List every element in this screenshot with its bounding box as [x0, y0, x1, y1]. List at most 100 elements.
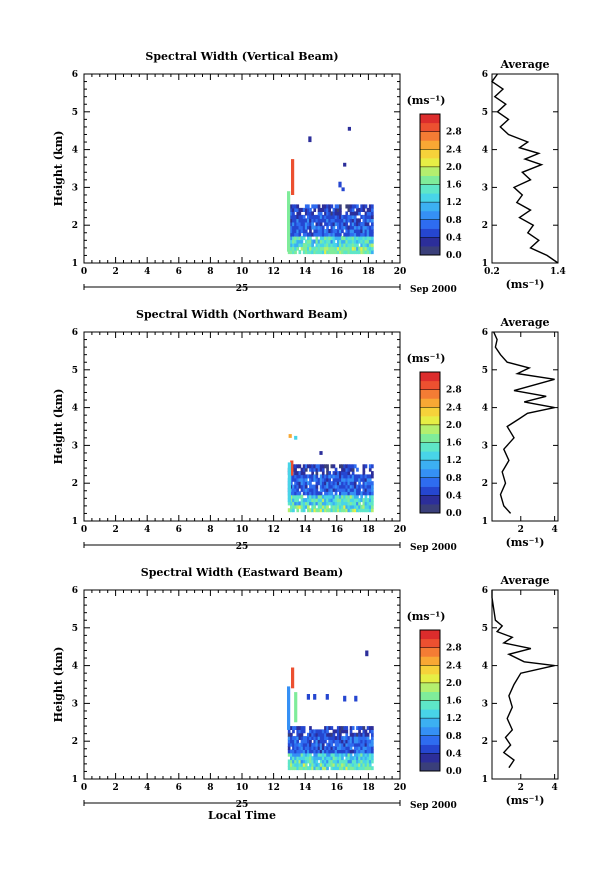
heatmap-cell — [321, 749, 325, 754]
heatmap-cell — [356, 246, 359, 251]
heatmap-cell — [321, 481, 325, 486]
x-tick-label: 12 — [267, 525, 280, 535]
heatmap-cell — [362, 239, 366, 244]
heatmap-cell — [300, 487, 304, 492]
heatmap-cell — [334, 236, 338, 241]
y-tick-label: 6 — [72, 70, 78, 80]
heatmap-cell — [356, 736, 359, 740]
heatmap-cell — [302, 243, 306, 248]
heatmap-cell — [307, 481, 310, 486]
heatmap-cell — [319, 236, 323, 241]
heatmap-cell — [313, 762, 317, 767]
heatmap-cell — [347, 762, 351, 767]
heatmap-cell — [300, 504, 304, 509]
heatmap-cell — [321, 477, 325, 482]
heatmap-cell — [296, 239, 300, 244]
heatmap-cell — [317, 211, 321, 216]
heatmap-cell — [339, 239, 342, 244]
heatmap-cell — [358, 762, 361, 767]
heatmap-cell — [300, 756, 304, 761]
heatmap-cell — [319, 225, 323, 230]
heatmap-cell — [341, 494, 344, 499]
x-tick-label: 10 — [236, 525, 249, 535]
heatmap-cell — [307, 222, 310, 227]
heatmap-cell — [351, 464, 355, 469]
heatmap-cell — [366, 726, 370, 730]
colorbar-segment — [420, 726, 440, 737]
heatmap-cell — [294, 246, 297, 251]
heatmap-cell — [304, 464, 308, 469]
heatmap-cell — [315, 481, 319, 486]
heatmap-cell — [347, 749, 351, 754]
heatmap-cell — [345, 498, 349, 503]
heatmap-cell — [330, 508, 334, 513]
heatmap-cell — [328, 250, 331, 255]
heatmap-cell — [309, 494, 312, 499]
heatmap-cell — [290, 742, 293, 747]
heatmap-cell — [347, 484, 351, 489]
heatmap-cell — [371, 246, 374, 251]
heatmap-cell — [311, 211, 314, 216]
heatmap-cell — [311, 742, 314, 747]
heatmap-cell — [339, 736, 342, 740]
heatmap-cell — [353, 229, 357, 234]
heatmap-cell — [364, 243, 368, 248]
heatmap-cell — [345, 739, 349, 744]
heatmap-cell — [364, 739, 368, 744]
heatmap-cell — [368, 225, 372, 230]
heatmap-cell — [371, 211, 374, 216]
heatmap-cell — [360, 225, 363, 230]
colorbar-tick-label: 1.2 — [446, 198, 462, 208]
heatmap-cell — [290, 239, 293, 244]
heatmap-cell — [356, 752, 359, 757]
heatmap-cell — [360, 246, 363, 251]
heatmap-cell — [356, 494, 359, 499]
heatmap-cell — [334, 481, 338, 486]
heatmap-cell — [336, 498, 340, 503]
heatmap-cell — [358, 218, 361, 223]
heatmap-cell — [341, 726, 344, 730]
heatmap-cell — [330, 204, 334, 209]
heatmap-cell — [324, 250, 327, 255]
heatmap-cell — [319, 211, 323, 216]
heatmap-cell — [317, 732, 321, 737]
heatmap-cell — [334, 250, 338, 255]
heatmap-cell — [304, 746, 308, 750]
y-axis-label: Height (km) — [52, 131, 65, 207]
heatmap-cell — [321, 739, 325, 744]
heatmap-cell — [309, 759, 312, 764]
heatmap-cell — [292, 218, 295, 223]
heatmap-cell — [347, 766, 351, 771]
heatmap-cell — [351, 491, 355, 496]
heatmap-cell — [319, 736, 323, 740]
heatmap-cell — [345, 756, 349, 761]
heatmap-cell — [326, 487, 329, 492]
heatmap-cell — [304, 211, 308, 216]
heatmap-cell — [296, 736, 300, 740]
heatmap-cell — [292, 239, 295, 244]
heatmap-cell — [358, 487, 361, 492]
x-tick-label: 16 — [331, 525, 344, 535]
heatmap-cell — [347, 491, 351, 496]
heatmap-cell — [358, 501, 361, 506]
heatmap-cell — [313, 204, 317, 209]
heatmap-cell — [341, 736, 344, 740]
heatmap-cell — [296, 766, 300, 771]
heatmap-cell — [307, 232, 310, 237]
heatmap-cell — [294, 742, 297, 747]
heatmap-cell — [302, 766, 306, 771]
heatmap-cell — [292, 477, 295, 482]
heatmap-feature — [313, 694, 317, 700]
heatmap-cell — [324, 204, 327, 209]
heatmap-cell — [315, 218, 319, 223]
heatmap-cell — [330, 736, 334, 740]
heatmap-cell — [362, 246, 366, 251]
average-y-tick-label: 5 — [482, 624, 488, 634]
heatmap-cell — [341, 218, 344, 223]
heatmap-cell — [353, 494, 357, 499]
heatmap-cell — [290, 474, 293, 479]
heatmap-feature — [288, 434, 292, 438]
heatmap-cell — [294, 756, 297, 761]
heatmap-cell — [339, 504, 342, 509]
heatmap-cell — [302, 759, 306, 764]
